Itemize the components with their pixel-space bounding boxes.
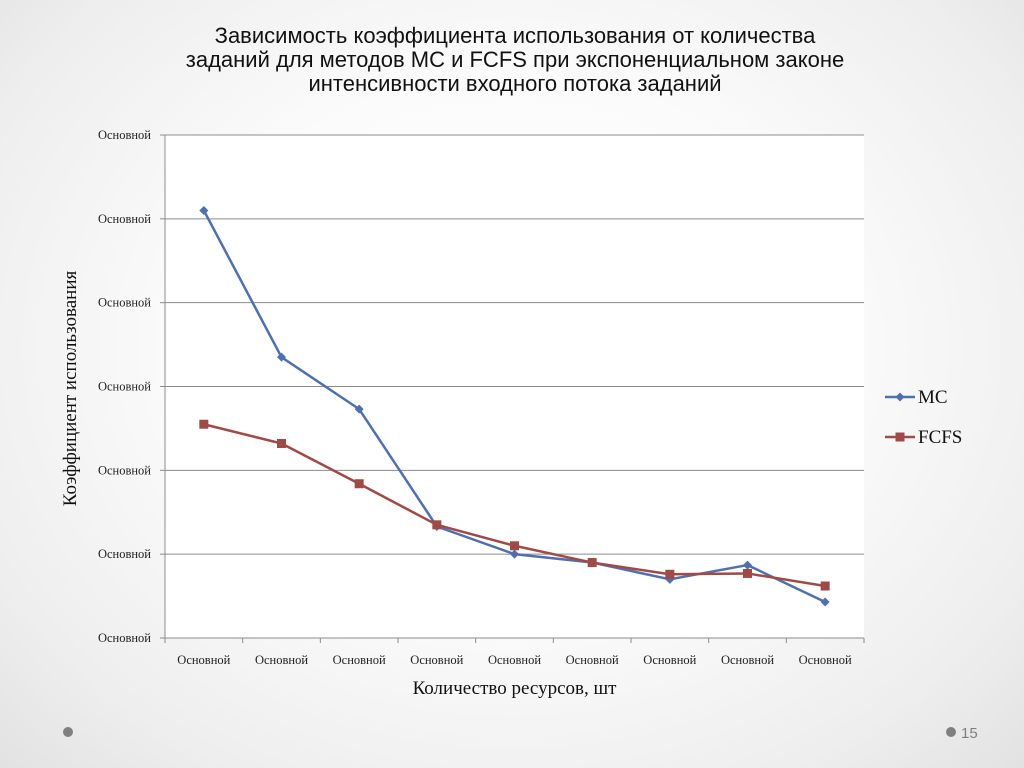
data-point-fcfs (432, 520, 442, 530)
data-point-mc (743, 560, 752, 570)
data-point-mc (820, 597, 830, 607)
slide-title-line-3: интенсивности входного потока заданий (308, 71, 722, 96)
y-axis-title: Коэффициент использования (60, 271, 81, 507)
x-tick-label: Основной (177, 653, 230, 667)
y-tick-label: Основной (98, 463, 151, 477)
data-point-fcfs (743, 568, 752, 578)
x-tick-label: Основной (410, 653, 463, 667)
x-tick-label: Основной (488, 653, 541, 667)
x-tick-label: Основной (643, 653, 696, 667)
slide-title-line-2: заданий для методов МС и FCFS при экспон… (185, 47, 845, 72)
legend-label-mc: МС (918, 387, 948, 408)
y-tick-label: Основной (98, 296, 151, 310)
y-tick-label: Основной (98, 631, 151, 645)
data-point-fcfs (820, 581, 830, 591)
y-tick-label: Основной (98, 547, 151, 561)
x-tick-label: Основной (566, 653, 619, 667)
data-point-mc (277, 352, 286, 362)
data-point-fcfs (354, 479, 364, 489)
legend-marker-mc (895, 392, 905, 402)
slide-title: Зависимость коэффициента использования о… (90, 24, 940, 96)
data-point-fcfs (277, 439, 286, 449)
legend-label-fcfs: FCFS (918, 427, 962, 448)
y-tick-label: Основной (98, 380, 151, 394)
data-point-fcfs (199, 419, 209, 429)
slide-title-line-1: Зависимость коэффициента использования о… (214, 23, 816, 48)
legend-marker-fcfs (895, 432, 905, 442)
x-tick-label: Основной (333, 653, 386, 667)
left-bullet-dot (63, 727, 73, 737)
right-bullet-dot (946, 727, 956, 737)
data-point-mc (199, 205, 209, 215)
x-tick-label: Основной (799, 653, 852, 667)
page-number: 15 (961, 725, 978, 742)
x-axis-title: Количество ресурсов, шт (413, 678, 618, 699)
y-tick-label: Основной (98, 212, 151, 226)
data-point-fcfs (510, 541, 519, 551)
data-point-mc (354, 404, 364, 414)
data-point-mc (510, 549, 519, 559)
data-point-fcfs (665, 569, 675, 579)
x-tick-label: Основной (721, 653, 774, 667)
x-tick-label: Основной (255, 653, 308, 667)
y-tick-label: Основной (98, 128, 151, 142)
data-point-fcfs (587, 558, 597, 568)
